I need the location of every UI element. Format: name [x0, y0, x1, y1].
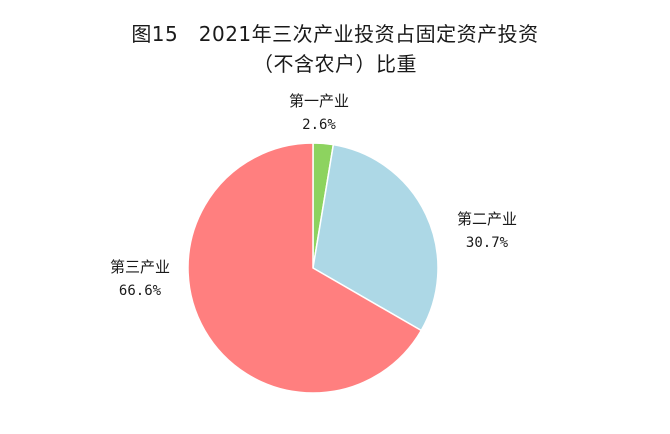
- chart-title-line2: （不含农户）比重: [253, 52, 417, 76]
- slice-label-primary: 第一产业: [289, 92, 349, 110]
- chart-title-line1: 图15 2021年三次产业投资占固定资产投资: [131, 22, 539, 46]
- slice-label-tertiary: 第三产业: [110, 258, 170, 276]
- slice-value-secondary: 30.7%: [466, 235, 509, 251]
- pie-slice-tertiary: [187, 142, 423, 394]
- slice-value-primary: 2.6%: [302, 117, 336, 133]
- pie-slice-secondary: [312, 143, 439, 332]
- slice-value-tertiary: 66.6%: [119, 283, 162, 299]
- slice-label-secondary: 第二产业: [457, 210, 517, 228]
